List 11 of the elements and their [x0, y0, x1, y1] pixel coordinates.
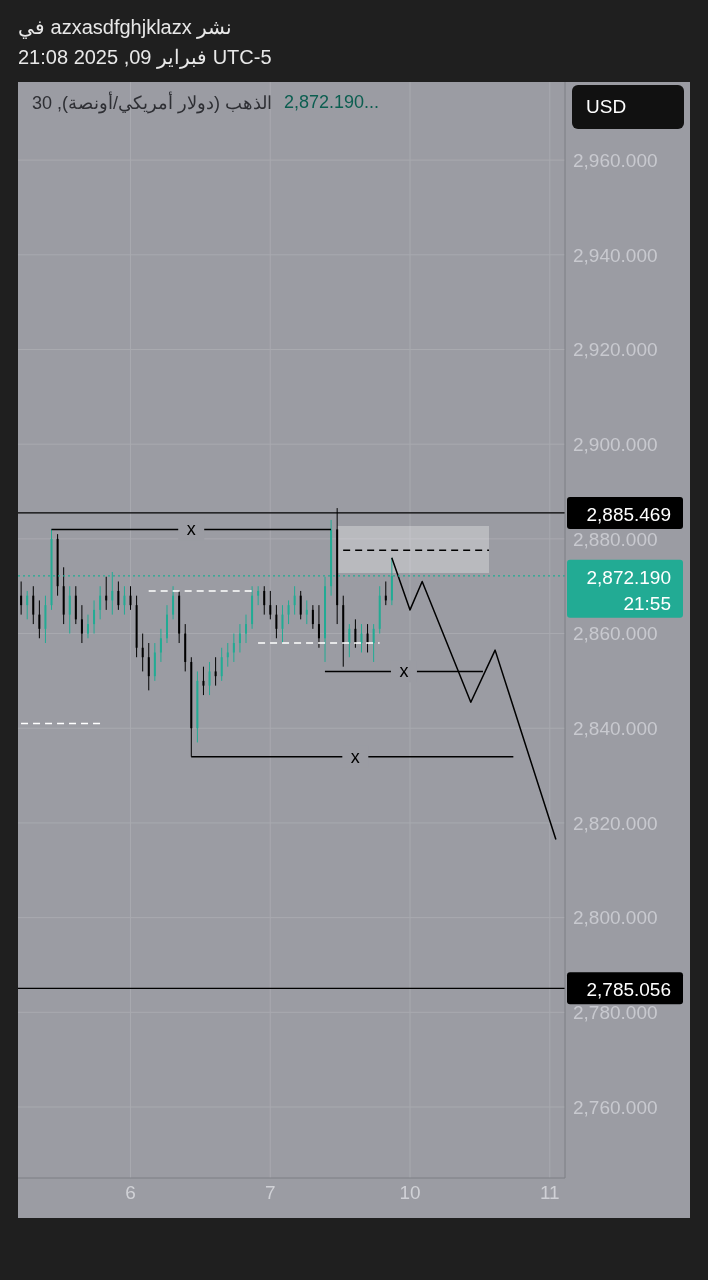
y-axis-title: USD: [572, 85, 684, 129]
annotation: 2,872.190...: [284, 92, 380, 114]
chart-subtitle: UTC-5 فبراير 09, 2025 21:08: [18, 45, 272, 71]
ref-line-label: 2,885.469: [586, 503, 671, 525]
series-label: x: [399, 661, 409, 682]
chart-title: نشر azxasdfghjklazx في: [18, 15, 234, 41]
annotation: الذهب (دولار أمريكي/أونصة), 30: [32, 92, 273, 114]
series-label: x: [186, 519, 196, 540]
series-label: x: [350, 746, 360, 767]
ref-line-label: 2,785.056: [586, 979, 671, 1001]
ref-line-label: 2,872.190 21:55: [586, 566, 671, 614]
